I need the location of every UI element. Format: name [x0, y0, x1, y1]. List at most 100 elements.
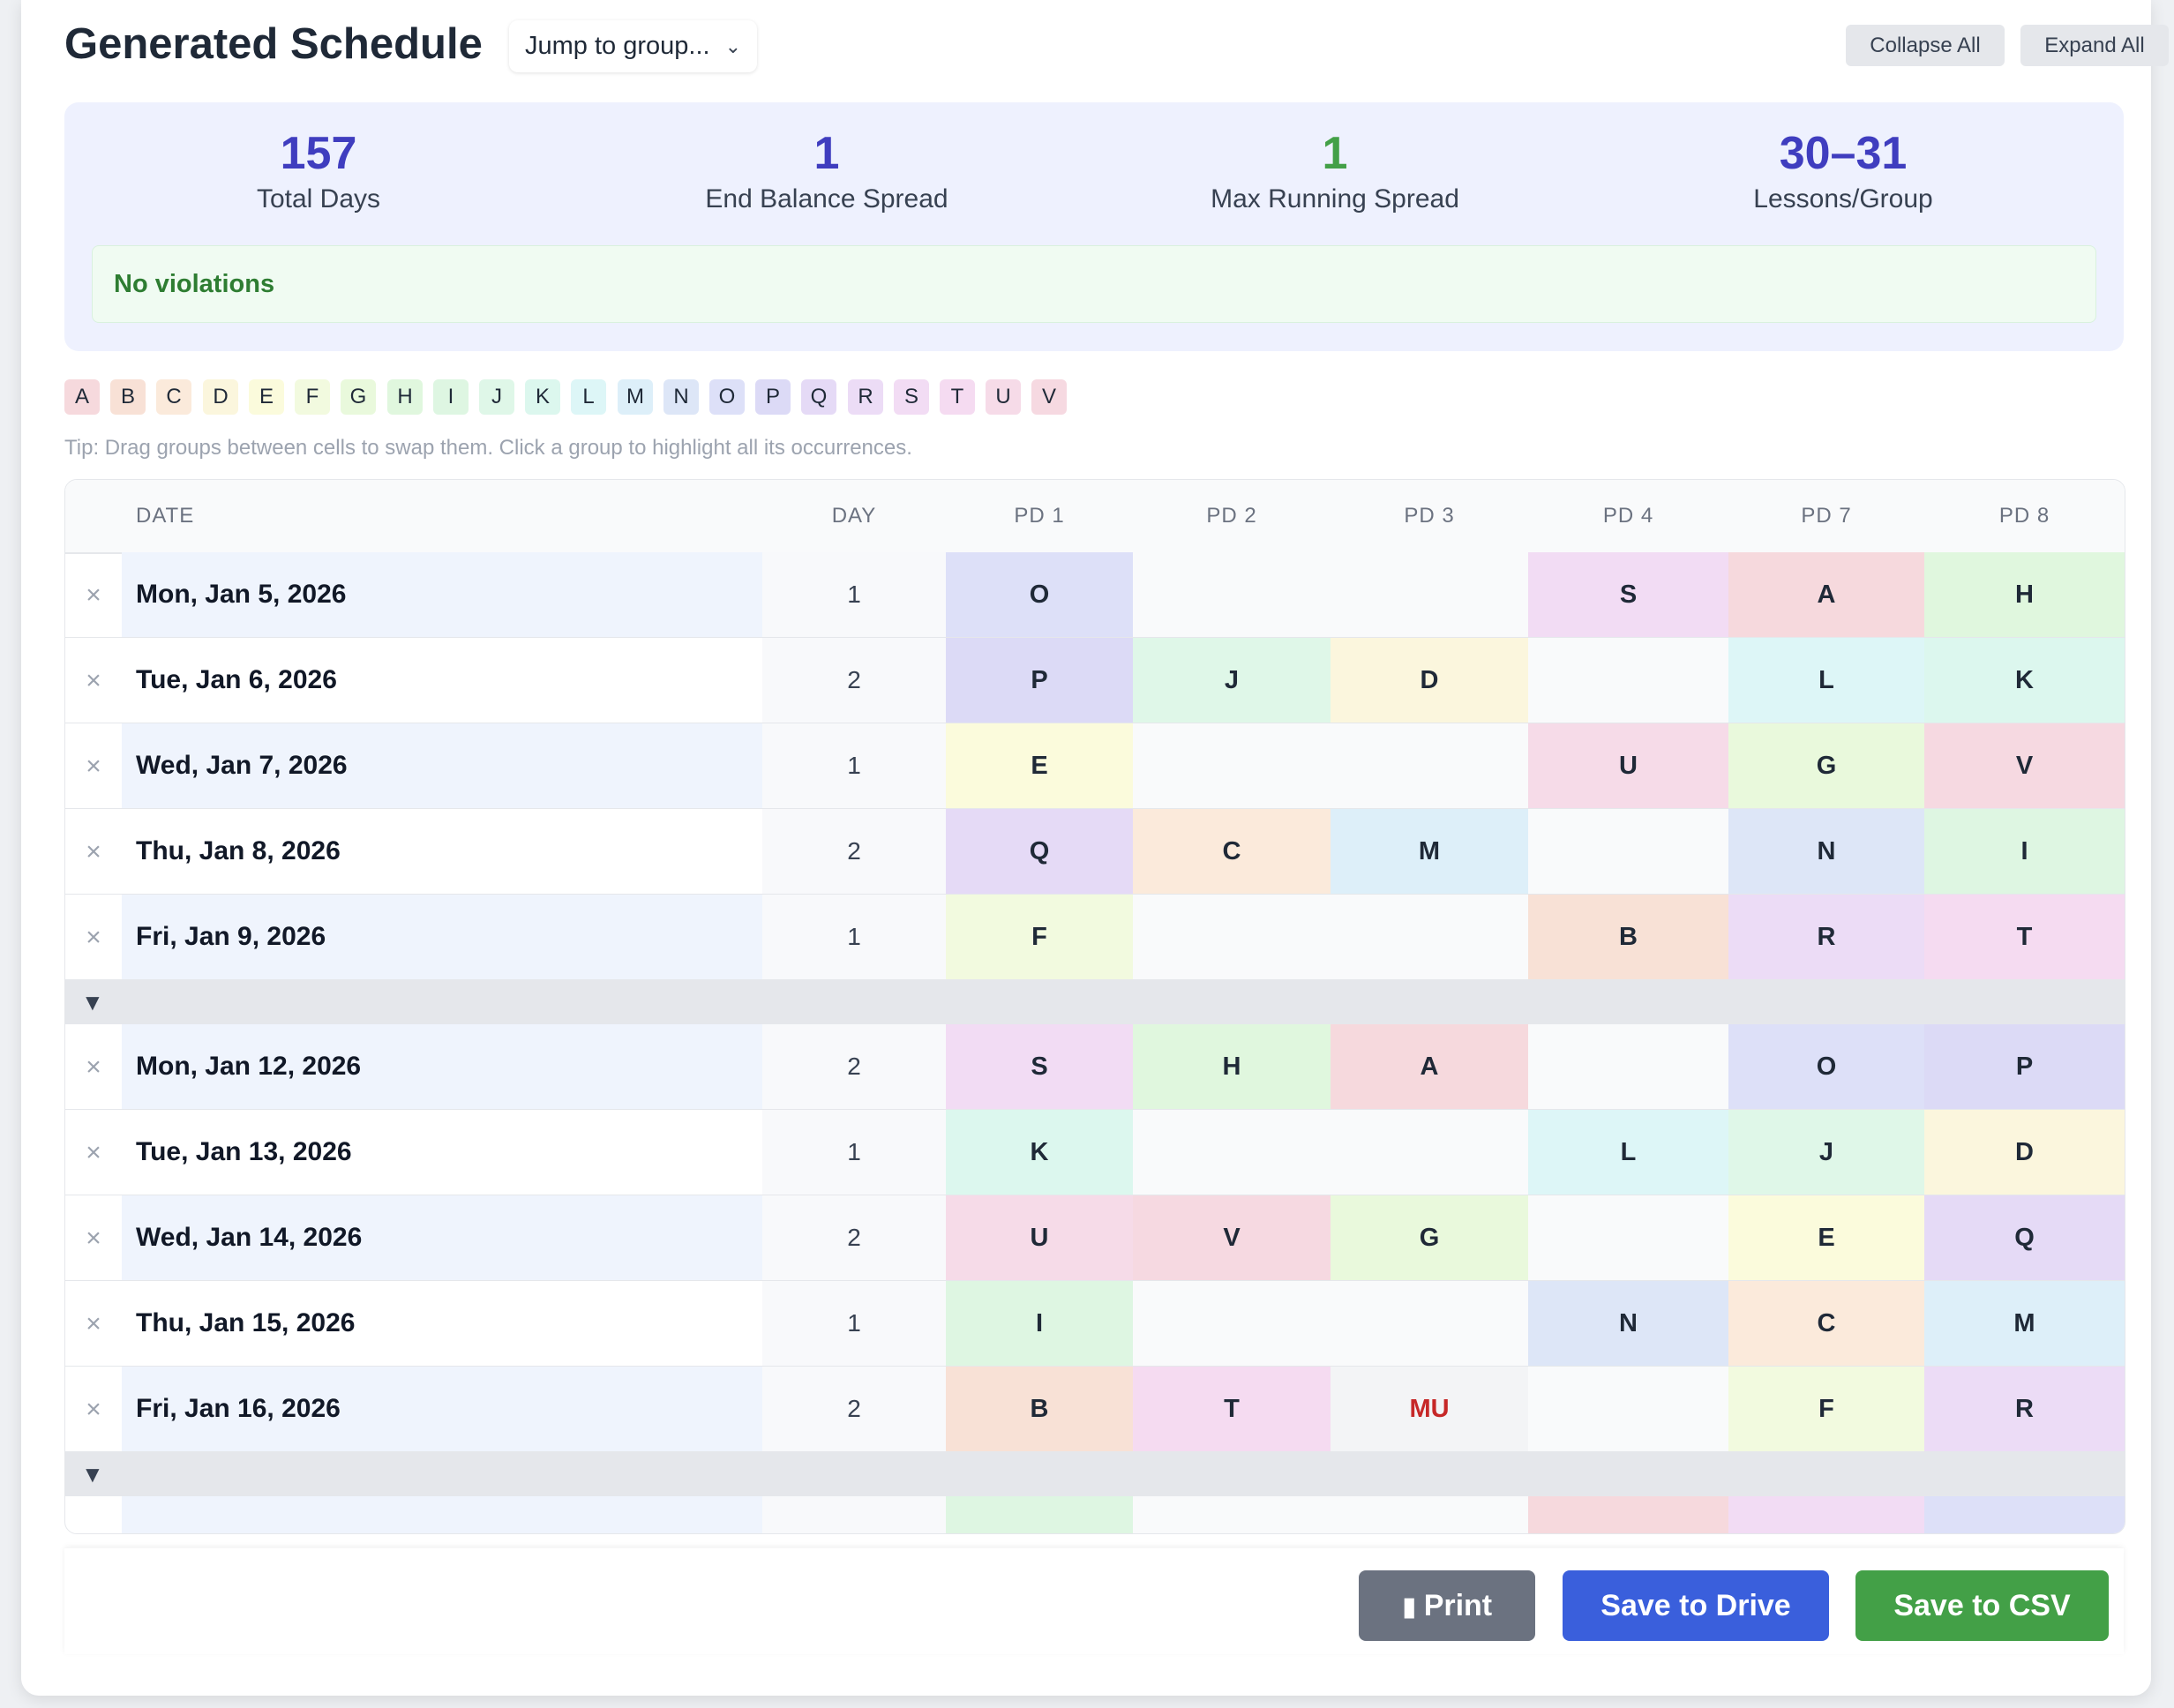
empty-period-cell[interactable] — [1331, 552, 1528, 637]
group-cell-l[interactable]: L — [1728, 638, 1924, 723]
legend-chip-e[interactable]: E — [249, 379, 284, 415]
legend-chip-l[interactable]: L — [571, 379, 606, 415]
group-cell-q[interactable]: Q — [946, 809, 1133, 894]
week-separator[interactable]: ▼ — [65, 980, 2125, 1024]
remove-day-icon[interactable]: × — [86, 666, 101, 695]
collapse-all-button[interactable]: Collapse All — [1846, 25, 2005, 66]
group-cell-s[interactable]: S — [946, 1024, 1133, 1109]
group-cell-h[interactable]: H — [1133, 1024, 1331, 1109]
empty-period-cell[interactable] — [1133, 895, 1331, 979]
group-cell-m[interactable]: M — [1331, 809, 1528, 894]
group-cell-f[interactable]: F — [946, 895, 1133, 979]
remove-day-icon[interactable]: × — [86, 923, 101, 952]
group-cell-p[interactable]: P — [946, 638, 1133, 723]
legend-chip-n[interactable]: N — [663, 379, 699, 415]
group-cell-d[interactable]: D — [1924, 1110, 2125, 1195]
empty-period-cell[interactable] — [1133, 1110, 1331, 1195]
group-cell-j[interactable]: J — [1728, 1110, 1924, 1195]
collapse-week-icon[interactable]: ▼ — [81, 989, 104, 1015]
empty-period-cell[interactable] — [1331, 1281, 1528, 1366]
group-cell-m[interactable]: M — [1924, 1281, 2125, 1366]
remove-day-icon[interactable]: × — [86, 1053, 101, 1082]
group-cell-r[interactable]: R — [1728, 895, 1924, 979]
group-cell-g[interactable]: G — [1728, 723, 1924, 808]
group-cell-d[interactable]: D — [1331, 638, 1528, 723]
collapse-week-icon[interactable]: ▼ — [81, 1461, 104, 1487]
legend-chip-m[interactable]: M — [618, 379, 653, 415]
legend-chip-a[interactable]: A — [64, 379, 100, 415]
legend-chip-i[interactable]: I — [433, 379, 469, 415]
legend-chip-c[interactable]: C — [156, 379, 191, 415]
group-cell-q[interactable]: Q — [1924, 1195, 2125, 1280]
group-cell-v[interactable]: V — [1924, 723, 2125, 808]
group-cell-o[interactable]: O — [946, 552, 1133, 637]
group-cell-o[interactable]: O — [1728, 1024, 1924, 1109]
group-cell-f[interactable]: F — [1728, 1367, 1924, 1451]
empty-period-cell[interactable] — [1133, 1281, 1331, 1366]
legend-chip-b[interactable]: B — [110, 379, 146, 415]
legend-chip-k[interactable]: K — [525, 379, 560, 415]
group-cell-e[interactable]: E — [946, 723, 1133, 808]
group-cell-l[interactable]: L — [1528, 1110, 1728, 1195]
empty-period-cell[interactable] — [1528, 1367, 1728, 1451]
group-cell-g[interactable]: G — [1331, 1195, 1528, 1280]
group-cell-c[interactable]: C — [1728, 1281, 1924, 1366]
group-cell-t[interactable]: T — [1924, 895, 2125, 979]
legend-chip-p[interactable]: P — [755, 379, 791, 415]
group-cell-j[interactable]: J — [1133, 638, 1331, 723]
empty-period-cell[interactable] — [1133, 723, 1331, 808]
group-cell-i[interactable] — [946, 1496, 1133, 1533]
group-cell-u[interactable]: U — [946, 1195, 1133, 1280]
group-cell-v[interactable]: V — [1133, 1195, 1331, 1280]
group-cell-s[interactable]: S — [1528, 552, 1728, 637]
group-cell-a[interactable]: A — [1331, 1024, 1528, 1109]
legend-chip-v[interactable]: V — [1031, 379, 1067, 415]
group-cell-p[interactable]: P — [1924, 1024, 2125, 1109]
empty-period-cell[interactable] — [1331, 1110, 1528, 1195]
empty-period-cell[interactable] — [1528, 638, 1728, 723]
group-cell-b[interactable]: B — [1528, 895, 1728, 979]
group-cell-r[interactable]: R — [1924, 1367, 2125, 1451]
remove-day-icon[interactable]: × — [86, 752, 101, 781]
legend-chip-d[interactable]: D — [203, 379, 238, 415]
group-cell-a[interactable]: A — [1728, 552, 1924, 637]
group-cell-e[interactable]: E — [1728, 1195, 1924, 1280]
group-cell-k[interactable]: K — [1924, 638, 2125, 723]
empty-period-cell[interactable] — [1133, 1496, 1331, 1533]
legend-chip-o[interactable]: O — [709, 379, 745, 415]
legend-chip-f[interactable]: F — [295, 379, 330, 415]
group-cell-n[interactable]: N — [1528, 1281, 1728, 1366]
group-cell-a[interactable] — [1528, 1496, 1728, 1533]
remove-day-icon[interactable]: × — [86, 1224, 101, 1253]
remove-day-icon[interactable]: × — [86, 1395, 101, 1424]
empty-period-cell[interactable] — [1331, 895, 1528, 979]
group-cell-h[interactable]: H — [1924, 552, 2125, 637]
empty-period-cell[interactable] — [1133, 552, 1331, 637]
empty-period-cell[interactable] — [1528, 1195, 1728, 1280]
expand-all-button[interactable]: Expand All — [2020, 25, 2169, 66]
group-cell-o[interactable] — [1924, 1496, 2125, 1533]
legend-chip-r[interactable]: R — [848, 379, 883, 415]
week-separator[interactable]: ▼ — [65, 1452, 2125, 1496]
legend-chip-g[interactable]: G — [341, 379, 376, 415]
jump-to-group-select[interactable]: Jump to group... ⌄ — [509, 20, 757, 72]
group-cell-i[interactable]: I — [1924, 809, 2125, 894]
group-cell-u[interactable]: U — [1528, 723, 1728, 808]
legend-chip-h[interactable]: H — [387, 379, 423, 415]
empty-period-cell[interactable] — [1331, 723, 1528, 808]
legend-chip-q[interactable]: Q — [801, 379, 836, 415]
group-cell-s[interactable] — [1728, 1496, 1924, 1533]
group-cell-n[interactable]: N — [1728, 809, 1924, 894]
group-cell-k[interactable]: K — [946, 1110, 1133, 1195]
legend-chip-j[interactable]: J — [479, 379, 514, 415]
legend-chip-s[interactable]: S — [894, 379, 929, 415]
makeup-cell[interactable]: MU — [1331, 1367, 1528, 1451]
group-cell-c[interactable]: C — [1133, 809, 1331, 894]
empty-period-cell[interactable] — [1528, 1024, 1728, 1109]
legend-chip-t[interactable]: T — [940, 379, 975, 415]
remove-day-icon[interactable]: × — [86, 1138, 101, 1167]
group-cell-b[interactable]: B — [946, 1367, 1133, 1451]
save-to-csv-button[interactable]: Save to CSV — [1855, 1570, 2109, 1641]
empty-period-cell[interactable] — [1528, 809, 1728, 894]
group-cell-t[interactable]: T — [1133, 1367, 1331, 1451]
